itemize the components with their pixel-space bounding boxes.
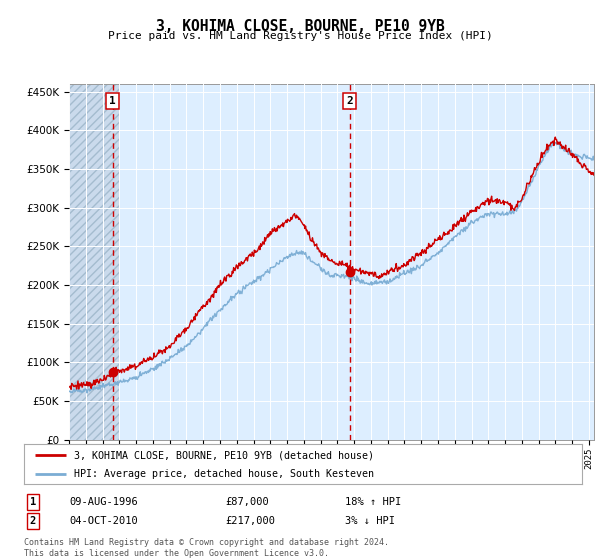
Text: 04-OCT-2010: 04-OCT-2010 — [69, 516, 138, 526]
Text: £217,000: £217,000 — [225, 516, 275, 526]
Text: 3, KOHIMA CLOSE, BOURNE, PE10 9YB (detached house): 3, KOHIMA CLOSE, BOURNE, PE10 9YB (detac… — [74, 450, 374, 460]
Text: 18% ↑ HPI: 18% ↑ HPI — [345, 497, 401, 507]
Text: 3, KOHIMA CLOSE, BOURNE, PE10 9YB: 3, KOHIMA CLOSE, BOURNE, PE10 9YB — [155, 19, 445, 34]
Text: £87,000: £87,000 — [225, 497, 269, 507]
Text: 1: 1 — [109, 96, 116, 106]
Text: 2: 2 — [347, 96, 353, 106]
Text: 3% ↓ HPI: 3% ↓ HPI — [345, 516, 395, 526]
Text: Price paid vs. HM Land Registry's House Price Index (HPI): Price paid vs. HM Land Registry's House … — [107, 31, 493, 41]
Text: HPI: Average price, detached house, South Kesteven: HPI: Average price, detached house, Sout… — [74, 469, 374, 479]
Text: 1: 1 — [30, 497, 36, 507]
Text: 2: 2 — [30, 516, 36, 526]
Text: Contains HM Land Registry data © Crown copyright and database right 2024.
This d: Contains HM Land Registry data © Crown c… — [24, 538, 389, 558]
Text: 09-AUG-1996: 09-AUG-1996 — [69, 497, 138, 507]
Bar — [69, 84, 119, 440]
